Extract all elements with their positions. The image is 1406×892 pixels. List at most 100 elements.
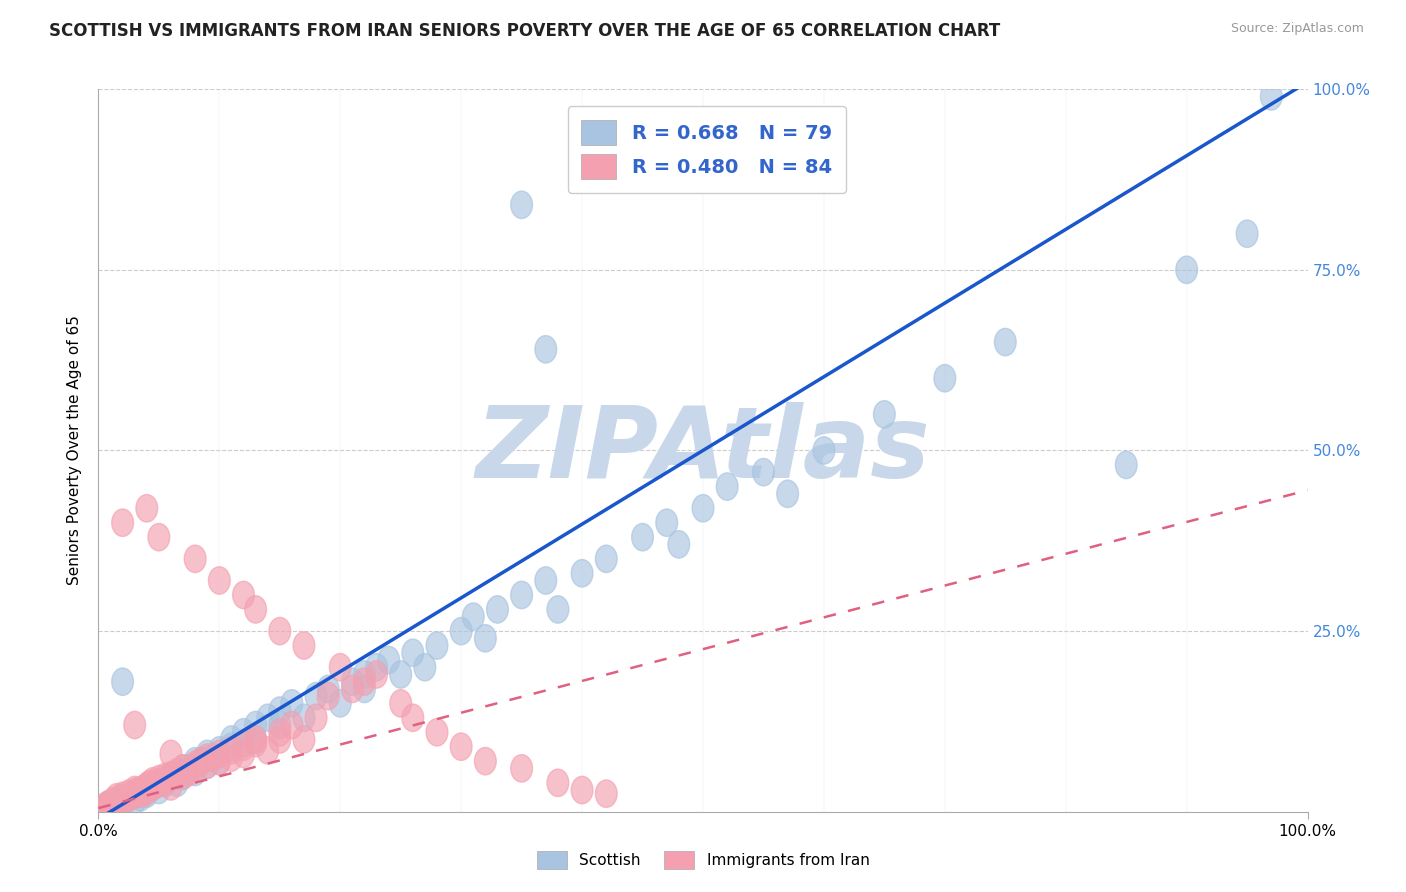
Ellipse shape bbox=[534, 566, 557, 594]
Ellipse shape bbox=[110, 785, 131, 813]
Ellipse shape bbox=[197, 751, 218, 779]
Ellipse shape bbox=[136, 778, 157, 805]
Ellipse shape bbox=[142, 772, 163, 800]
Ellipse shape bbox=[208, 747, 231, 775]
Ellipse shape bbox=[510, 582, 533, 608]
Ellipse shape bbox=[366, 654, 388, 681]
Ellipse shape bbox=[1175, 256, 1198, 284]
Ellipse shape bbox=[450, 617, 472, 645]
Ellipse shape bbox=[179, 758, 200, 786]
Ellipse shape bbox=[160, 772, 181, 800]
Ellipse shape bbox=[184, 758, 207, 786]
Ellipse shape bbox=[134, 775, 155, 802]
Ellipse shape bbox=[111, 668, 134, 696]
Ellipse shape bbox=[353, 661, 375, 688]
Ellipse shape bbox=[184, 751, 207, 779]
Ellipse shape bbox=[232, 740, 254, 768]
Ellipse shape bbox=[179, 755, 200, 782]
Ellipse shape bbox=[110, 787, 131, 814]
Ellipse shape bbox=[190, 747, 212, 775]
Ellipse shape bbox=[571, 559, 593, 587]
Ellipse shape bbox=[129, 783, 152, 811]
Ellipse shape bbox=[873, 401, 896, 428]
Ellipse shape bbox=[172, 762, 194, 789]
Ellipse shape bbox=[269, 697, 291, 724]
Ellipse shape bbox=[166, 769, 188, 797]
Ellipse shape bbox=[160, 762, 181, 789]
Ellipse shape bbox=[269, 719, 291, 746]
Ellipse shape bbox=[127, 778, 148, 805]
Ellipse shape bbox=[202, 744, 224, 772]
Ellipse shape bbox=[160, 740, 181, 768]
Ellipse shape bbox=[172, 762, 194, 789]
Ellipse shape bbox=[245, 726, 267, 753]
Ellipse shape bbox=[510, 191, 533, 219]
Ellipse shape bbox=[138, 771, 160, 798]
Ellipse shape bbox=[534, 335, 557, 363]
Ellipse shape bbox=[281, 711, 302, 739]
Ellipse shape bbox=[655, 509, 678, 536]
Ellipse shape bbox=[124, 787, 146, 814]
Ellipse shape bbox=[184, 545, 207, 573]
Ellipse shape bbox=[105, 783, 128, 811]
Ellipse shape bbox=[232, 730, 254, 756]
Ellipse shape bbox=[118, 783, 139, 811]
Ellipse shape bbox=[318, 675, 339, 703]
Ellipse shape bbox=[111, 509, 134, 536]
Ellipse shape bbox=[208, 566, 231, 594]
Ellipse shape bbox=[232, 719, 254, 746]
Ellipse shape bbox=[146, 771, 167, 798]
Ellipse shape bbox=[136, 772, 157, 800]
Ellipse shape bbox=[389, 690, 412, 717]
Ellipse shape bbox=[342, 675, 363, 703]
Ellipse shape bbox=[366, 661, 388, 688]
Ellipse shape bbox=[245, 730, 267, 756]
Ellipse shape bbox=[97, 795, 120, 822]
Ellipse shape bbox=[166, 758, 188, 786]
Ellipse shape bbox=[221, 726, 242, 753]
Ellipse shape bbox=[378, 647, 399, 673]
Ellipse shape bbox=[124, 776, 146, 804]
Ellipse shape bbox=[486, 596, 509, 624]
Ellipse shape bbox=[232, 582, 254, 608]
Ellipse shape bbox=[172, 755, 194, 782]
Ellipse shape bbox=[118, 783, 139, 811]
Ellipse shape bbox=[197, 751, 218, 779]
Legend: R = 0.668   N = 79, R = 0.480   N = 84: R = 0.668 N = 79, R = 0.480 N = 84 bbox=[568, 106, 845, 193]
Ellipse shape bbox=[208, 740, 231, 768]
Ellipse shape bbox=[155, 768, 176, 795]
Ellipse shape bbox=[111, 791, 134, 818]
Ellipse shape bbox=[269, 726, 291, 753]
Ellipse shape bbox=[111, 787, 134, 814]
Text: ZIPAtlas: ZIPAtlas bbox=[475, 402, 931, 499]
Ellipse shape bbox=[631, 524, 654, 551]
Ellipse shape bbox=[450, 733, 472, 760]
Ellipse shape bbox=[1115, 451, 1137, 479]
Legend: Scottish, Immigrants from Iran: Scottish, Immigrants from Iran bbox=[530, 845, 876, 875]
Ellipse shape bbox=[329, 690, 352, 717]
Ellipse shape bbox=[103, 792, 124, 820]
Ellipse shape bbox=[100, 792, 121, 820]
Ellipse shape bbox=[184, 747, 207, 775]
Ellipse shape bbox=[402, 639, 423, 666]
Ellipse shape bbox=[148, 524, 170, 551]
Ellipse shape bbox=[292, 704, 315, 731]
Ellipse shape bbox=[148, 769, 170, 797]
Ellipse shape bbox=[595, 780, 617, 807]
Ellipse shape bbox=[813, 437, 835, 464]
Ellipse shape bbox=[245, 596, 267, 624]
Ellipse shape bbox=[148, 769, 170, 797]
Text: Source: ZipAtlas.com: Source: ZipAtlas.com bbox=[1230, 22, 1364, 36]
Ellipse shape bbox=[221, 744, 242, 772]
Ellipse shape bbox=[292, 726, 315, 753]
Ellipse shape bbox=[94, 792, 117, 820]
Ellipse shape bbox=[292, 632, 315, 659]
Ellipse shape bbox=[994, 328, 1017, 356]
Ellipse shape bbox=[129, 776, 152, 804]
Ellipse shape bbox=[172, 755, 194, 782]
Ellipse shape bbox=[208, 737, 231, 764]
Ellipse shape bbox=[100, 795, 121, 822]
Ellipse shape bbox=[1260, 83, 1282, 110]
Ellipse shape bbox=[111, 782, 134, 810]
Ellipse shape bbox=[353, 675, 375, 703]
